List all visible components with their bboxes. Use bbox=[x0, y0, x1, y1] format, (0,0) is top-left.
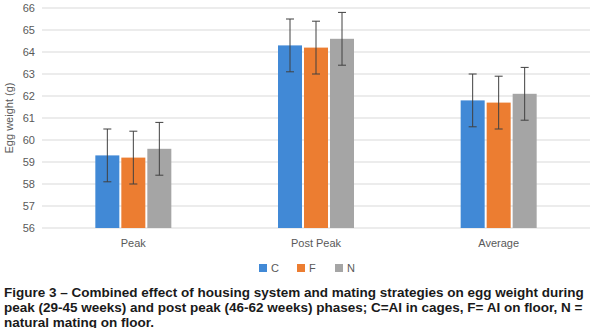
legend-label: N bbox=[347, 262, 355, 274]
legend-label: C bbox=[271, 262, 279, 274]
tick-label: 66 bbox=[23, 2, 35, 14]
category-label: Peak bbox=[121, 237, 147, 249]
tick-label: 63 bbox=[23, 68, 35, 80]
tick-label: 57 bbox=[23, 200, 35, 212]
caption: natural mating on floor. bbox=[4, 315, 154, 328]
bar bbox=[330, 39, 354, 228]
bar bbox=[278, 45, 302, 228]
category-label: Average bbox=[478, 237, 519, 249]
error-bar bbox=[312, 21, 320, 74]
error-bar bbox=[129, 131, 137, 184]
error-bar bbox=[103, 129, 111, 182]
legend-swatch bbox=[259, 264, 267, 272]
legend-swatch bbox=[335, 264, 343, 272]
error-bars bbox=[103, 12, 528, 184]
caption: peak (29-45 weeks) and post peak (46-62 … bbox=[4, 300, 582, 315]
axis-label: Egg weight (g) bbox=[3, 83, 15, 154]
error-bar bbox=[495, 76, 503, 129]
tick-label: 65 bbox=[23, 24, 35, 36]
error-bar bbox=[469, 74, 477, 127]
error-bar bbox=[521, 67, 529, 120]
tick-label: 56 bbox=[23, 222, 35, 234]
error-bar bbox=[155, 122, 163, 175]
error-bar bbox=[338, 12, 346, 65]
error-bar bbox=[286, 19, 294, 72]
legend-swatch bbox=[297, 264, 305, 272]
chart: 56 57 58 59 60 61 62 63 64 65 66 Egg weight (g) Peak… bbox=[0, 0, 600, 328]
tick-label: 64 bbox=[23, 46, 35, 58]
tick-label: 59 bbox=[23, 156, 35, 168]
category-label: Post Peak bbox=[291, 237, 342, 249]
tick-label: 62 bbox=[23, 90, 35, 102]
bar bbox=[304, 48, 328, 228]
legend: CFN bbox=[259, 262, 355, 274]
tick-label: 60 bbox=[23, 134, 35, 146]
legend-label: F bbox=[309, 262, 316, 274]
tick-label: 58 bbox=[23, 178, 35, 190]
caption: Figure 3 – Combined effect of housing sy… bbox=[4, 285, 584, 300]
grid-line bbox=[42, 8, 590, 9]
tick-label: 61 bbox=[23, 112, 35, 124]
